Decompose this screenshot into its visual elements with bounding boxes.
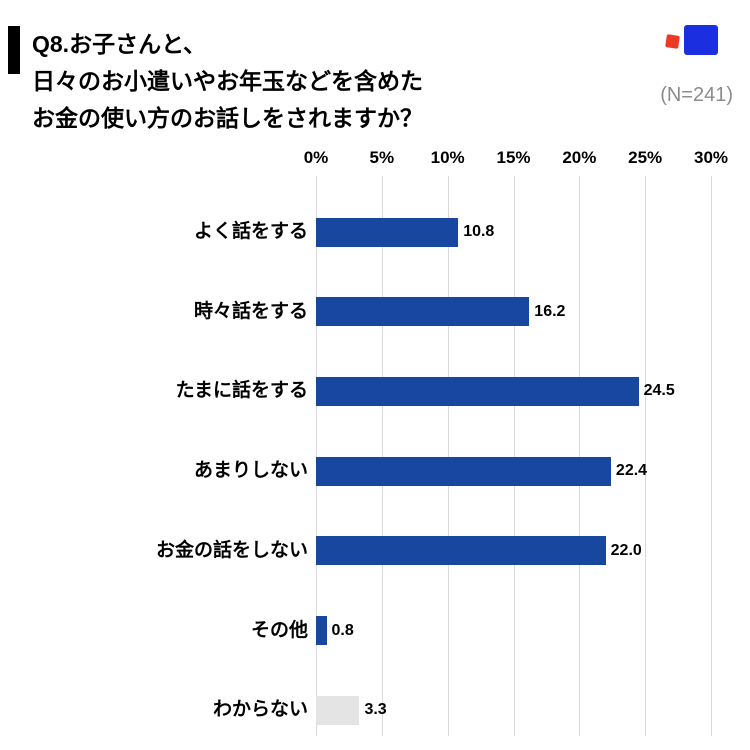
- value-label: 0.8: [331, 621, 354, 639]
- category-label: その他: [250, 619, 308, 641]
- value-label: 22.0: [610, 541, 642, 559]
- category-label: たまに話をする: [175, 380, 308, 402]
- x-tick-label: 0%: [303, 148, 329, 167]
- gridline: [711, 176, 712, 736]
- sample-size-label: (N=241): [660, 84, 733, 106]
- gridline: [513, 176, 515, 736]
- gridline: [381, 176, 383, 736]
- category-label: わからない: [212, 699, 308, 721]
- title-line-2: 日々のお小遣いやお年玉などを含めた: [32, 68, 423, 94]
- x-tick-label: 15%: [496, 148, 531, 167]
- x-tick-label: 20%: [562, 148, 597, 167]
- bar: [316, 217, 459, 247]
- bar: [316, 536, 606, 566]
- category-label: あまりしない: [193, 460, 308, 482]
- x-tick-label: 25%: [628, 148, 663, 167]
- title-line-1: Q8.お子さんと、: [32, 31, 207, 57]
- gridline: [579, 176, 581, 736]
- bar: [316, 616, 327, 645]
- bar: [316, 456, 611, 486]
- category-label: よく話をする: [193, 221, 308, 242]
- title-line-3: お金の使い方のお話しをされますか？: [32, 105, 423, 131]
- value-label: 24.5: [643, 382, 675, 400]
- bar: [316, 695, 360, 725]
- gridline: [316, 176, 317, 736]
- gridline: [447, 176, 449, 736]
- category-label: お金の話をしない: [155, 539, 308, 561]
- x-tick-label: 30%: [693, 148, 729, 167]
- value-label: 16.2: [534, 302, 566, 320]
- category-label: 時々話をする: [193, 300, 308, 322]
- x-tick-label: 10%: [430, 148, 465, 167]
- value-label: 22.4: [615, 462, 648, 480]
- value-label: 10.8: [463, 223, 495, 240]
- value-label: 3.3: [364, 701, 387, 719]
- bar: [316, 376, 639, 406]
- title-accent-bar: [8, 26, 20, 74]
- x-tick-label: 5%: [369, 148, 395, 167]
- logo-blue-square-icon: [684, 25, 718, 55]
- bar: [316, 297, 530, 327]
- gridline: [645, 176, 647, 736]
- brand-logo: [660, 22, 722, 62]
- chart-title: Q8.お子さんと、 日々のお小遣いやお年玉などを含めた お金の使い方のお話しをさ…: [32, 26, 423, 137]
